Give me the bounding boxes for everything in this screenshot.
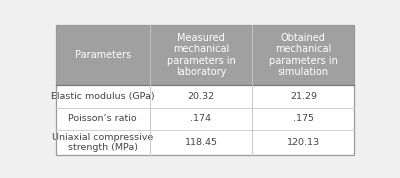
Text: Parameters: Parameters xyxy=(74,50,131,60)
Bar xyxy=(56,130,354,155)
Text: Poisson’s ratio: Poisson’s ratio xyxy=(68,114,137,123)
Bar xyxy=(56,25,354,85)
Text: 20.32: 20.32 xyxy=(188,92,214,101)
Text: Uniaxial compressive
strength (MPa): Uniaxial compressive strength (MPa) xyxy=(52,133,153,152)
Text: 21.29: 21.29 xyxy=(290,92,317,101)
Text: 120.13: 120.13 xyxy=(287,138,320,147)
Text: 118.45: 118.45 xyxy=(184,138,218,147)
Text: Elastic modulus (GPa): Elastic modulus (GPa) xyxy=(51,92,154,101)
Text: Measured
mechanical
parameters in
laboratory: Measured mechanical parameters in labora… xyxy=(166,33,236,77)
Bar xyxy=(56,85,354,108)
Text: .175: .175 xyxy=(293,114,314,123)
Bar xyxy=(56,108,354,130)
Text: Obtained
mechanical
parameters in
simulation: Obtained mechanical parameters in simula… xyxy=(269,33,338,77)
Text: .174: .174 xyxy=(190,114,212,123)
